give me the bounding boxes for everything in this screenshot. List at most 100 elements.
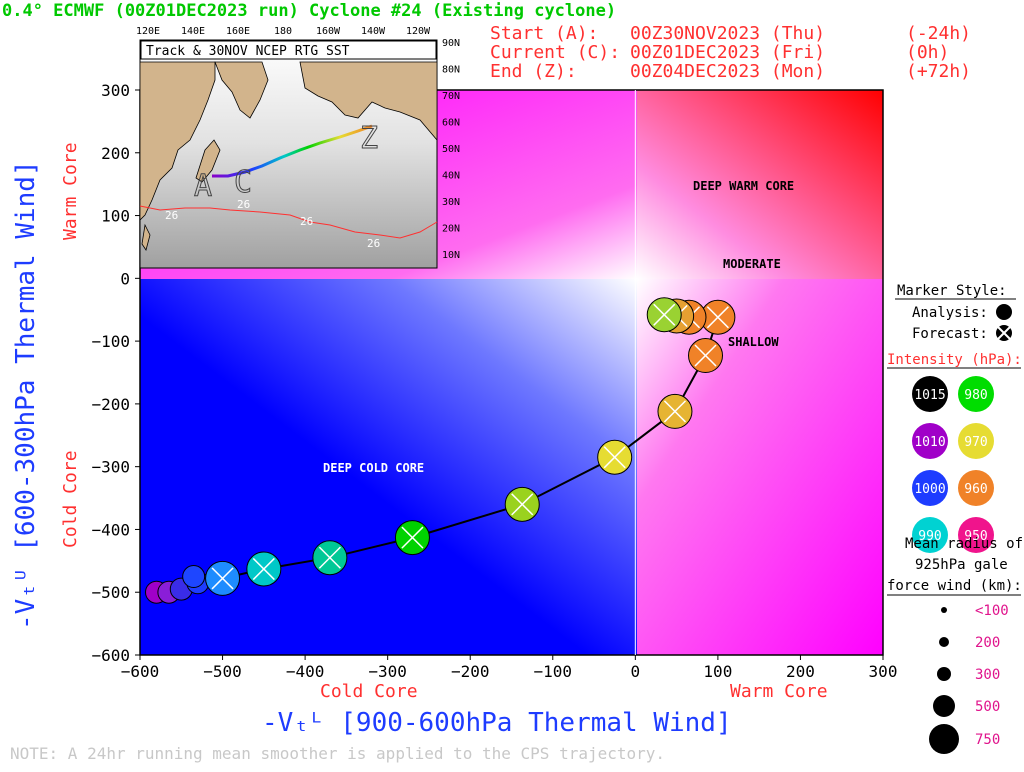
inset-lat-tick: 70N (442, 91, 460, 102)
intensity-swatch (958, 517, 994, 553)
chart-title: 0.4° ECMWF (00Z01DEC2023 run) Cyclone #2… (2, 1, 616, 21)
intensity-label: 1000 (914, 482, 945, 497)
inset-lon-tick: 160W (316, 26, 341, 37)
x-tick-label: −600 (121, 662, 160, 681)
inset-lon-tick: 160E (226, 26, 250, 37)
intensity-swatch (958, 423, 994, 459)
inset-letter-z: Z (360, 121, 378, 156)
y-axis-ticks: 300 200 100 0 −100 −200 −300 −400 −500 −600 (91, 81, 140, 665)
intensity-swatch (912, 470, 948, 506)
y-tick-label: 0 (120, 269, 130, 288)
forecast-cross (252, 557, 275, 581)
current-label: Current (C): (490, 42, 620, 63)
radius-swatch (933, 695, 955, 717)
sst-label: 26 (300, 215, 313, 228)
y-tick-label: 200 (101, 144, 130, 163)
cyclone-track (145, 297, 736, 604)
y-tick-label: 300 (101, 81, 130, 100)
inset-lon-tick: 120W (406, 26, 431, 37)
inset-track-line (212, 124, 373, 178)
kamchatka (214, 61, 269, 119)
intensity-swatch (912, 423, 948, 459)
start-date: 00Z30NOV2023 (Thu) (630, 23, 825, 44)
forecast-cross (706, 306, 729, 329)
intensity-label: 990 (918, 529, 941, 544)
inset-lon-tick: 180 (274, 26, 292, 37)
plot-background (139, 89, 884, 656)
y-tick-label: −400 (91, 520, 130, 539)
radius-swatch (937, 667, 951, 681)
legend-radius-title: 925hPa gale (915, 557, 1008, 573)
inset-lat-tick: 10N (442, 250, 460, 261)
sst-label: 26 (367, 237, 380, 250)
intensity-swatch (958, 376, 994, 412)
intensity-label: 1015 (914, 388, 945, 403)
inset-letter-a: A (194, 169, 212, 204)
inset-lon-tick: 140E (181, 26, 205, 37)
inset-lon-tick: 140W (361, 26, 386, 37)
radius-label: <100 (975, 603, 1009, 619)
radius-label: 300 (975, 667, 1000, 683)
y-warm-label: Warm Core (60, 142, 81, 240)
end-offset: (+72h) (906, 61, 971, 82)
forecast-cross (318, 546, 341, 569)
intensity-label: 950 (964, 529, 987, 544)
x-tick-label: −100 (534, 662, 573, 681)
inset-map: 26 26 26 26 A C Z Track & 30NOV NCEP RTG… (136, 26, 460, 269)
current-offset: (0h) (906, 42, 949, 63)
inset-letter-c: C (234, 165, 252, 200)
radius-label: 750 (975, 732, 1000, 748)
track-point-analysis (182, 565, 206, 589)
sst-label: 26 (237, 198, 250, 211)
x-tick-label: 200 (786, 662, 815, 681)
forecast-cross (663, 400, 687, 423)
legend-intensity: Intensity (hPa): (887, 352, 1022, 368)
sst-label: 26 (165, 209, 178, 222)
inset-lon-tick: 120E (136, 26, 160, 37)
forecast-cross (511, 493, 534, 516)
y-tick-label: −600 (91, 646, 130, 665)
radius-label: 200 (975, 635, 1000, 651)
legend-analysis: Analysis: (912, 305, 988, 321)
inset-lat-tick: 40N (442, 171, 460, 182)
footnote: NOTE: A 24hr running mean smoother is ap… (10, 744, 665, 763)
y-tick-label: −500 (91, 583, 130, 602)
radius-label: 500 (975, 699, 1000, 715)
philippines (141, 223, 151, 251)
radius-swatch (929, 724, 959, 754)
x-axis-title: -Vₜᴸ [900-600hPa Thermal Wind] (262, 708, 732, 738)
x-cold-label: Cold Core (320, 681, 418, 702)
intensity-label: 980 (964, 388, 987, 403)
end-label: End (Z): (490, 61, 577, 82)
intensity-swatch (912, 376, 948, 412)
start-label: Start (A): (490, 23, 598, 44)
forecast-cross (603, 446, 626, 469)
x-tick-label: 100 (703, 662, 732, 681)
x-tick-label: 300 (869, 662, 898, 681)
forecast-cross (401, 526, 424, 549)
x-warm-label: Warm Core (730, 681, 828, 702)
asia-landmass (139, 61, 216, 221)
intensity-label: 960 (964, 482, 987, 497)
legend-radius-title: force wind (km): (887, 578, 1022, 594)
region-shallow: SHALLOW (728, 335, 779, 349)
current-date: 00Z01DEC2023 (Fri) (630, 42, 825, 63)
y-tick-label: −100 (91, 332, 130, 351)
radius-swatch (941, 607, 947, 613)
inset-lat-tick: 60N (442, 118, 460, 129)
y-tick-label: −300 (91, 458, 130, 477)
region-deep-warm: DEEP WARM CORE (693, 179, 794, 193)
intensity-swatch (912, 517, 948, 553)
region-moderate: MODERATE (723, 257, 781, 271)
x-tick-label: −400 (286, 662, 325, 681)
inset-lat-tick: 20N (442, 224, 460, 235)
x-tick-label: −200 (451, 662, 490, 681)
x-axis-ticks: −600 −500 −400 −300 −200 −100 0 100 200 300 (121, 655, 898, 681)
inset-lat-tick: 90N (442, 38, 460, 49)
y-cold-label: Cold Core (60, 450, 81, 548)
sst-26-contour (139, 205, 438, 239)
region-deep-cold: DEEP COLD CORE (323, 461, 424, 475)
y-tick-label: −200 (91, 395, 130, 414)
intensity-label: 1010 (914, 435, 945, 450)
